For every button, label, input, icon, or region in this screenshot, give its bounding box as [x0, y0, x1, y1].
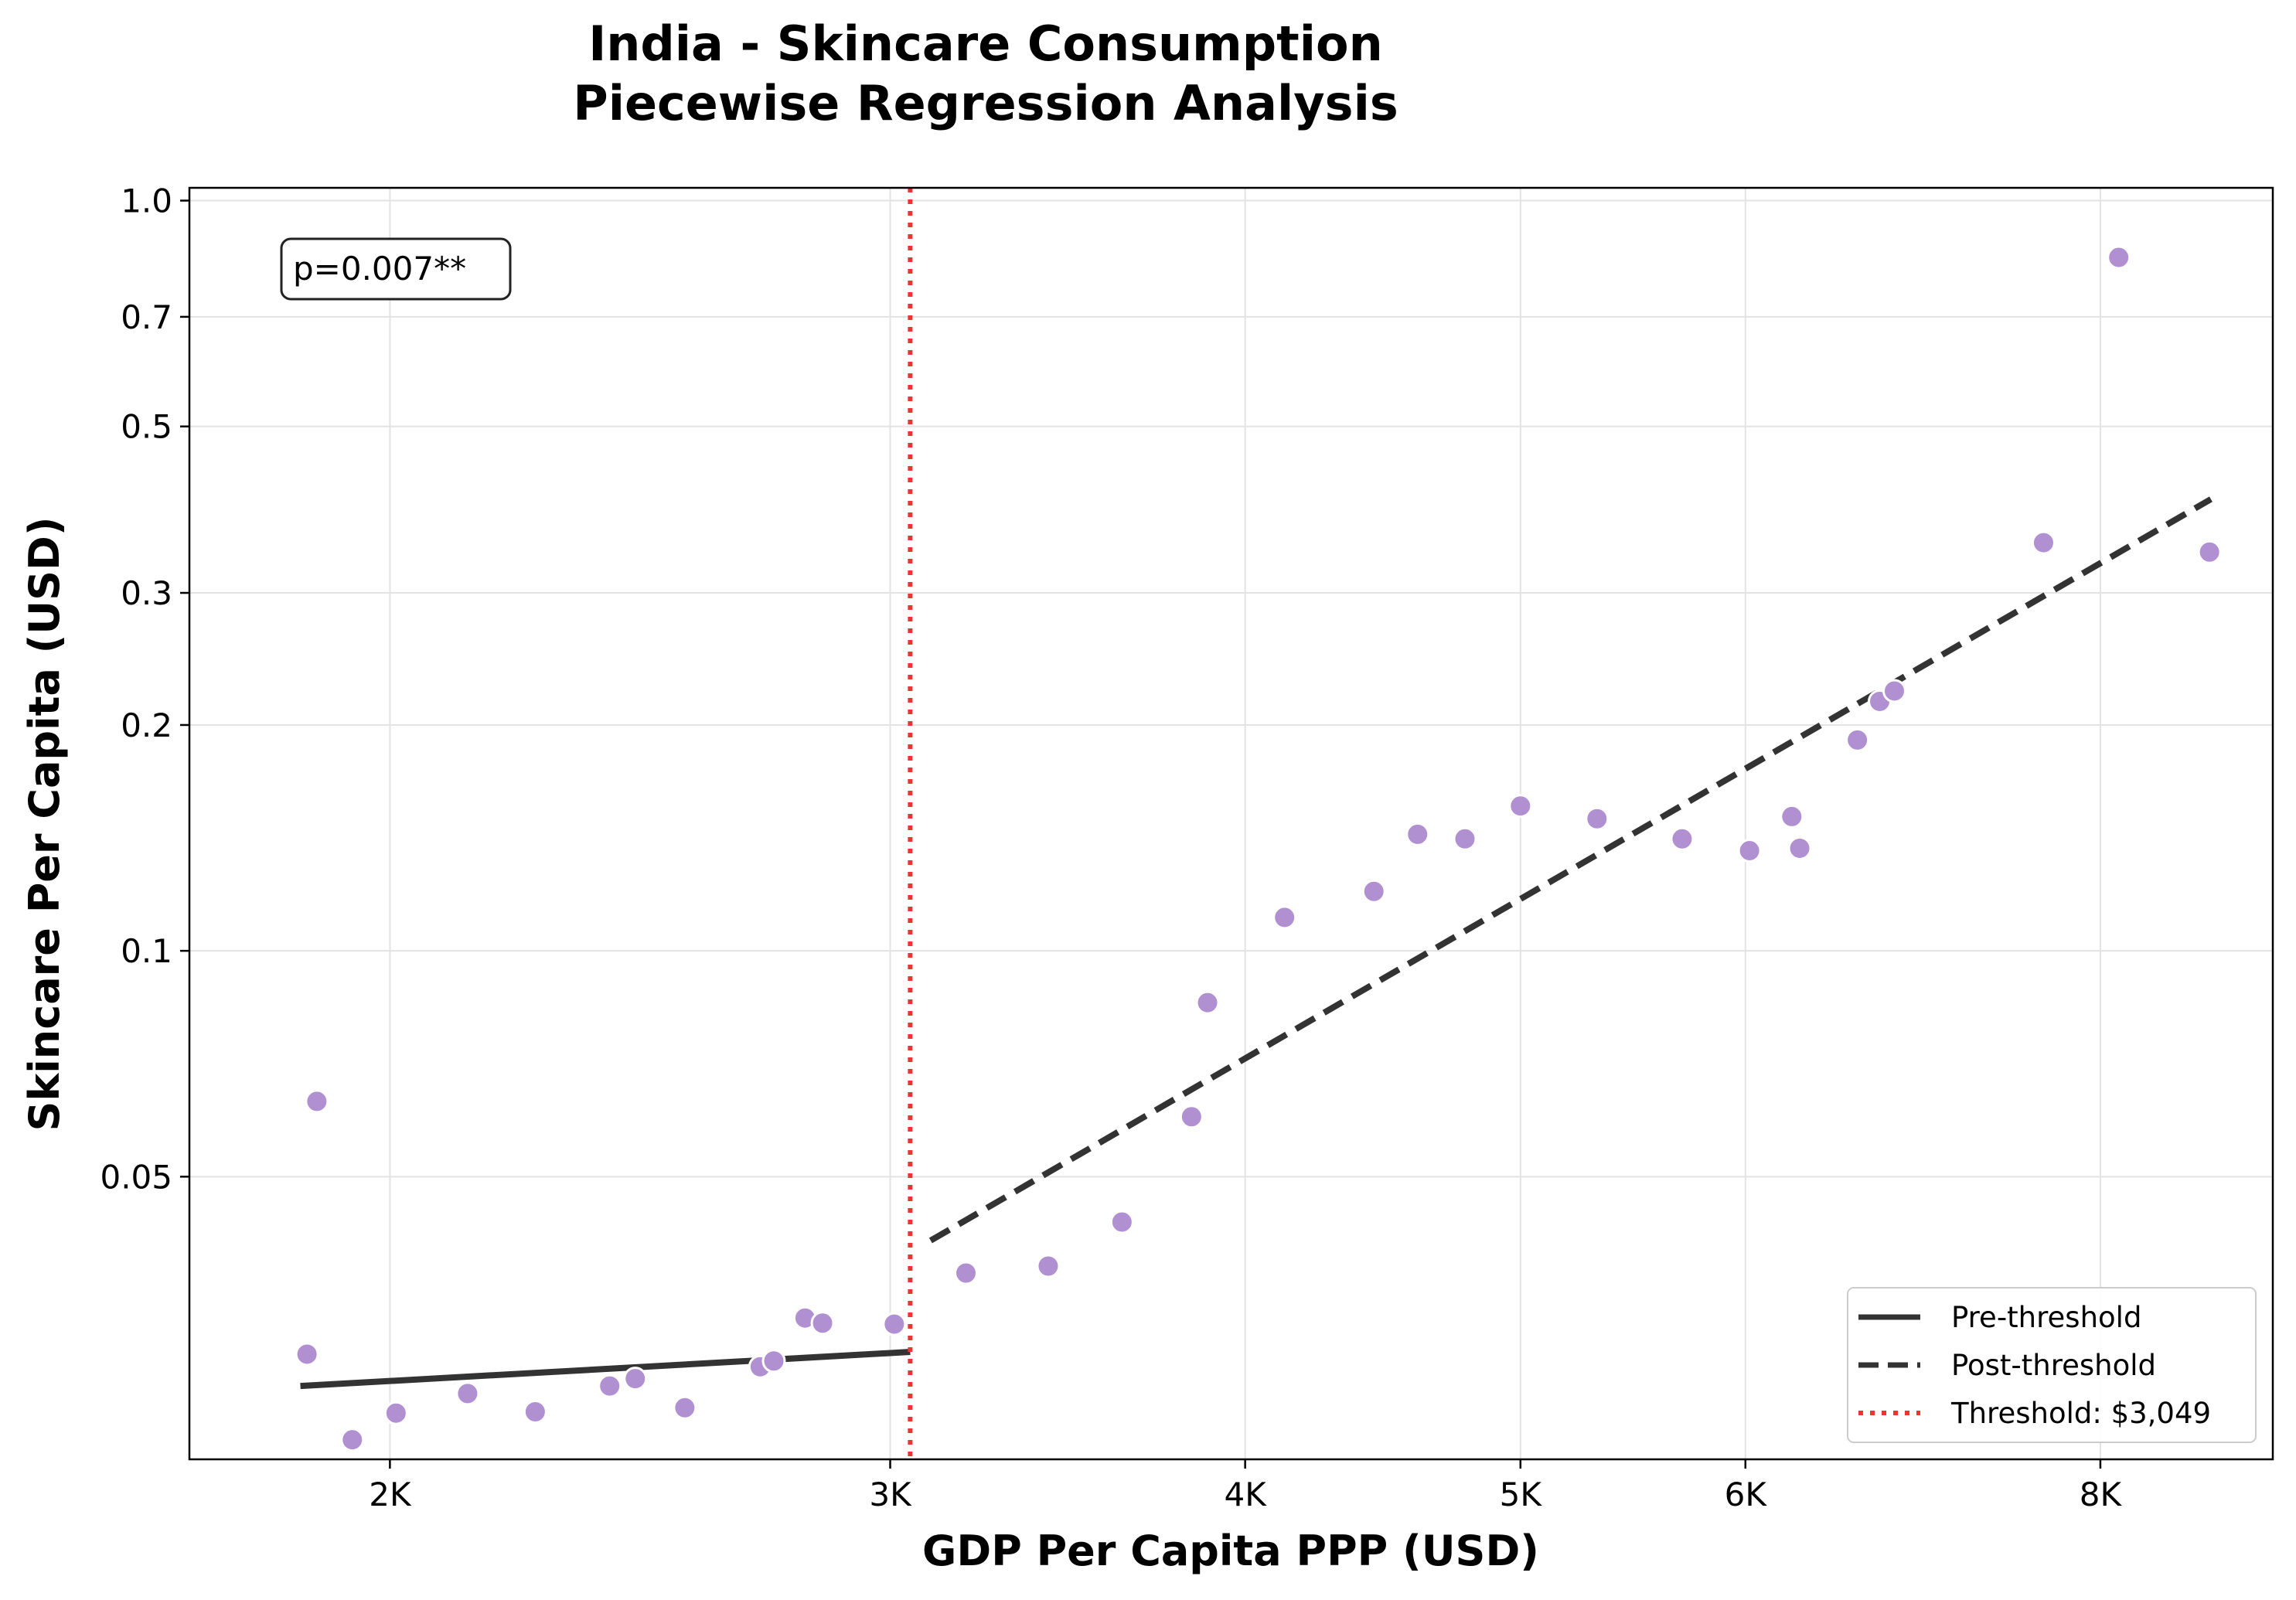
data-points: [295, 245, 2222, 1452]
data-point: [1453, 826, 1477, 851]
annotation-box: [280, 237, 512, 301]
y-tick-label: 0.7: [121, 298, 172, 336]
data-point: [1195, 990, 1220, 1015]
x-tick-label: 2K: [369, 1476, 412, 1513]
data-point: [598, 1374, 622, 1398]
data-point: [2031, 530, 2056, 555]
data-point: [1361, 879, 1386, 904]
x-tick-label: 5K: [1500, 1476, 1543, 1513]
legend-label-threshold: Threshold: $3,049: [1950, 1397, 2211, 1430]
data-point: [761, 1349, 786, 1374]
data-point: [810, 1311, 835, 1336]
post-threshold-line: [928, 496, 2213, 1244]
y-tick-label: 0.5: [121, 408, 172, 446]
data-point: [882, 1312, 907, 1336]
data-point: [1508, 794, 1533, 819]
data-point: [1179, 1105, 1204, 1129]
plot-frame: [188, 186, 2274, 1461]
data-point: [1780, 804, 1804, 829]
data-point: [1882, 679, 1906, 703]
y-tick-label: 0.2: [121, 706, 172, 744]
data-point: [1109, 1210, 1134, 1234]
data-point: [1585, 806, 1610, 831]
axis-ticks: 2K 3K 4K 5K 6K 8K 0.05 0.1 0.2 0.3 0.5 0.7 1.0: [100, 182, 2122, 1513]
y-axis-label: Skincare Per Capita (USD): [20, 516, 69, 1131]
annotation-text: p=0.007**: [293, 250, 466, 288]
data-point: [383, 1401, 408, 1425]
x-tick-label: 8K: [2080, 1476, 2123, 1513]
x-tick-label: 3K: [869, 1476, 912, 1513]
data-point: [673, 1395, 697, 1420]
data-point: [455, 1381, 480, 1406]
grid: [189, 188, 2273, 1459]
data-point: [1845, 727, 1870, 752]
data-point: [340, 1428, 365, 1452]
p-value-annotation: p=0.007**: [280, 237, 512, 301]
pre-threshold-line: [300, 1349, 911, 1390]
x-axis-label: GDP Per Capita PPP (USD): [922, 1527, 1539, 1575]
x-tick-label: 4K: [1225, 1476, 1268, 1513]
data-point: [2107, 245, 2131, 270]
data-point: [1787, 836, 1812, 860]
chart-subtitle: Piecewise Regression Analysis: [573, 75, 1398, 131]
data-point: [1036, 1254, 1061, 1278]
x-tick-label: 6K: [1725, 1476, 1768, 1513]
data-point: [954, 1261, 979, 1285]
y-tick-label: 0.1: [121, 932, 172, 970]
y-tick-label: 0.3: [121, 574, 172, 612]
data-point: [1272, 905, 1297, 930]
y-tick-label: 1.0: [121, 182, 172, 220]
fit-lines: [300, 188, 2213, 1459]
data-point: [2197, 540, 2222, 564]
data-point: [295, 1342, 319, 1367]
data-point: [623, 1367, 648, 1391]
legend-label-post-threshold: Post-threshold: [1951, 1349, 2156, 1382]
data-point: [1737, 839, 1762, 863]
data-point: [1405, 822, 1430, 846]
y-tick-label: 0.05: [100, 1158, 172, 1196]
data-point: [523, 1399, 547, 1424]
data-point: [1670, 826, 1695, 851]
data-point: [305, 1089, 329, 1114]
chart-title: India - Skincare Consumption: [588, 15, 1383, 72]
legend: Pre-threshold Post-threshold Threshold: …: [1847, 1287, 2257, 1443]
legend-box: [1847, 1287, 2257, 1443]
legend-label-pre-threshold: Pre-threshold: [1951, 1301, 2141, 1334]
